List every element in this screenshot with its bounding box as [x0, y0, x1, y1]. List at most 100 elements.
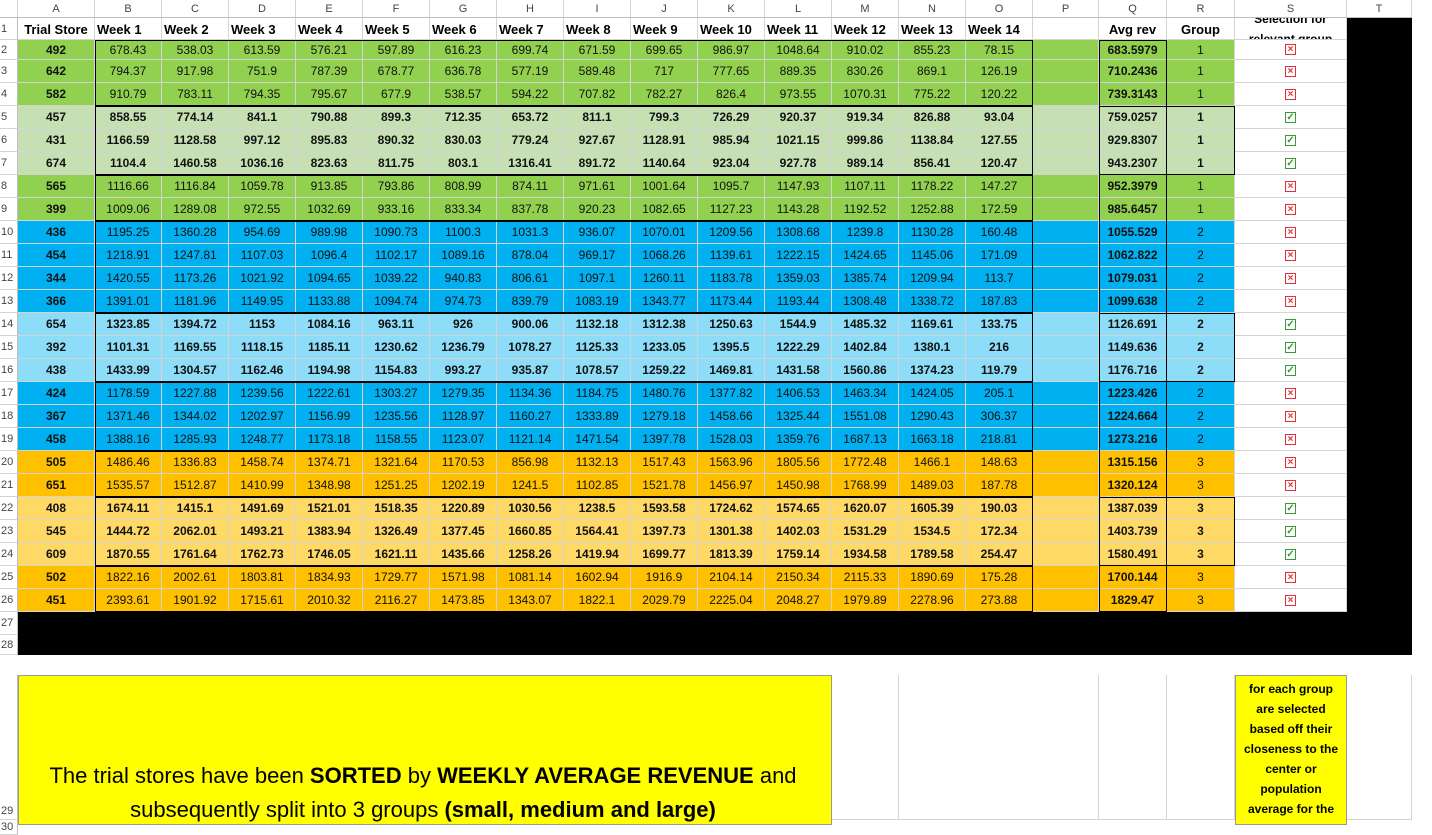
column-header-h[interactable]: H [497, 0, 564, 18]
week-value-cell[interactable]: 811.1 [564, 106, 631, 129]
avg-rev-cell[interactable]: 1387.039 [1099, 497, 1167, 520]
week-value-cell[interactable]: 653.72 [497, 106, 564, 129]
row-header-17[interactable]: 17 [0, 382, 18, 405]
week-value-cell[interactable]: 777.65 [698, 60, 765, 83]
header-selection[interactable]: Selection for relevant group [1235, 18, 1347, 40]
week-value-cell[interactable]: 1674.11 [95, 497, 162, 520]
empty-cell-p[interactable] [1033, 382, 1099, 405]
week-value-cell[interactable]: 1116.66 [95, 175, 162, 198]
week-value-cell[interactable]: 1239.8 [832, 221, 899, 244]
week-value-cell[interactable]: 927.78 [765, 152, 832, 175]
week-value-cell[interactable]: 1435.66 [430, 543, 497, 566]
week-value-cell[interactable]: 597.89 [363, 40, 430, 60]
week-value-cell[interactable]: 1149.95 [229, 290, 296, 313]
week-value-cell[interactable]: 1303.27 [363, 382, 430, 405]
week-value-cell[interactable]: 726.29 [698, 106, 765, 129]
week-value-cell[interactable]: 1084.16 [296, 313, 363, 336]
row-header-11[interactable]: 11 [0, 244, 18, 267]
week-value-cell[interactable]: 1145.06 [899, 244, 966, 267]
column-header-b[interactable]: B [95, 0, 162, 18]
week-value-cell[interactable]: 954.69 [229, 221, 296, 244]
week-value-cell[interactable]: 1202.97 [229, 405, 296, 428]
week-value-cell[interactable]: 1517.43 [631, 451, 698, 474]
week-value-cell[interactable]: 171.09 [966, 244, 1033, 267]
header-group[interactable]: Group [1167, 18, 1235, 40]
group-cell[interactable]: 3 [1167, 566, 1235, 589]
checkbox-unchecked-icon[interactable]: × [1285, 456, 1296, 468]
week-value-cell[interactable]: 1534.5 [899, 520, 966, 543]
week-value-cell[interactable]: 1031.3 [497, 221, 564, 244]
selection-cell[interactable]: ✓ [1235, 152, 1347, 175]
group-cell[interactable]: 1 [1167, 198, 1235, 221]
week-value-cell[interactable]: 1489.03 [899, 474, 966, 497]
week-value-cell[interactable]: 1371.46 [95, 405, 162, 428]
header-week-11[interactable]: Week 11 [765, 18, 832, 40]
week-value-cell[interactable]: 1433.99 [95, 359, 162, 382]
group-cell[interactable]: 3 [1167, 474, 1235, 497]
week-value-cell[interactable]: 1391.01 [95, 290, 162, 313]
week-value-cell[interactable]: 273.88 [966, 589, 1033, 612]
week-value-cell[interactable]: 997.12 [229, 129, 296, 152]
week-value-cell[interactable]: 1140.64 [631, 152, 698, 175]
trial-store-cell[interactable]: 367 [18, 405, 95, 428]
week-value-cell[interactable]: 972.55 [229, 198, 296, 221]
header-week-12[interactable]: Week 12 [832, 18, 899, 40]
avg-rev-cell[interactable]: 1149.636 [1099, 336, 1167, 359]
selection-cell[interactable]: × [1235, 382, 1347, 405]
week-value-cell[interactable]: 1374.23 [899, 359, 966, 382]
week-value-cell[interactable]: 1460.58 [162, 152, 229, 175]
row-header-13[interactable]: 13 [0, 290, 18, 313]
week-value-cell[interactable]: 1209.56 [698, 221, 765, 244]
selection-cell[interactable]: × [1235, 175, 1347, 198]
header-week-14[interactable]: Week 14 [966, 18, 1033, 40]
week-value-cell[interactable]: 1620.07 [832, 497, 899, 520]
week-value-cell[interactable]: 1916.9 [631, 566, 698, 589]
week-value-cell[interactable]: 1512.87 [162, 474, 229, 497]
week-value-cell[interactable]: 1336.83 [162, 451, 229, 474]
group-cell[interactable]: 3 [1167, 451, 1235, 474]
checkbox-checked-icon[interactable]: ✓ [1285, 111, 1296, 123]
week-value-cell[interactable]: 900.06 [497, 313, 564, 336]
week-value-cell[interactable]: 1250.63 [698, 313, 765, 336]
week-value-cell[interactable]: 899.3 [363, 106, 430, 129]
checkbox-checked-icon[interactable]: ✓ [1285, 548, 1296, 560]
group-cell[interactable]: 2 [1167, 405, 1235, 428]
week-value-cell[interactable]: 172.34 [966, 520, 1033, 543]
avg-rev-cell[interactable]: 952.3979 [1099, 175, 1167, 198]
empty-cell-p[interactable] [1033, 83, 1099, 106]
week-value-cell[interactable]: 1491.69 [229, 497, 296, 520]
avg-rev-cell[interactable]: 1403.739 [1099, 520, 1167, 543]
week-value-cell[interactable]: 1094.74 [363, 290, 430, 313]
empty-cell-p[interactable] [1033, 60, 1099, 83]
avg-rev-cell[interactable]: 1700.144 [1099, 566, 1167, 589]
row-header-1[interactable]: 1 [0, 18, 18, 40]
week-value-cell[interactable]: 1202.19 [430, 474, 497, 497]
week-value-cell[interactable]: 1901.92 [162, 589, 229, 612]
week-value-cell[interactable]: 1560.86 [832, 359, 899, 382]
header-week-8[interactable]: Week 8 [564, 18, 631, 40]
row-header-14[interactable]: 14 [0, 313, 18, 336]
week-value-cell[interactable]: 707.82 [564, 83, 631, 106]
week-value-cell[interactable]: 1218.91 [95, 244, 162, 267]
week-value-cell[interactable]: 1070.01 [631, 221, 698, 244]
week-value-cell[interactable]: 826.4 [698, 83, 765, 106]
week-value-cell[interactable]: 1531.29 [832, 520, 899, 543]
week-value-cell[interactable]: 147.27 [966, 175, 1033, 198]
row-header-16[interactable]: 16 [0, 359, 18, 382]
week-value-cell[interactable]: 1070.31 [832, 83, 899, 106]
week-value-cell[interactable]: 1321.64 [363, 451, 430, 474]
header-week-6[interactable]: Week 6 [430, 18, 497, 40]
week-value-cell[interactable]: 1147.93 [765, 175, 832, 198]
week-value-cell[interactable]: 1312.38 [631, 313, 698, 336]
week-value-cell[interactable]: 1759.14 [765, 543, 832, 566]
empty-cell-p[interactable] [1033, 244, 1099, 267]
group-cell[interactable]: 2 [1167, 290, 1235, 313]
week-value-cell[interactable]: 712.35 [430, 106, 497, 129]
trial-store-cell[interactable]: 366 [18, 290, 95, 313]
week-value-cell[interactable]: 1563.96 [698, 451, 765, 474]
checkbox-unchecked-icon[interactable]: × [1285, 249, 1296, 261]
week-value-cell[interactable]: 1118.15 [229, 336, 296, 359]
week-value-cell[interactable]: 1059.78 [229, 175, 296, 198]
week-value-cell[interactable]: 1251.25 [363, 474, 430, 497]
week-value-cell[interactable]: 1326.49 [363, 520, 430, 543]
